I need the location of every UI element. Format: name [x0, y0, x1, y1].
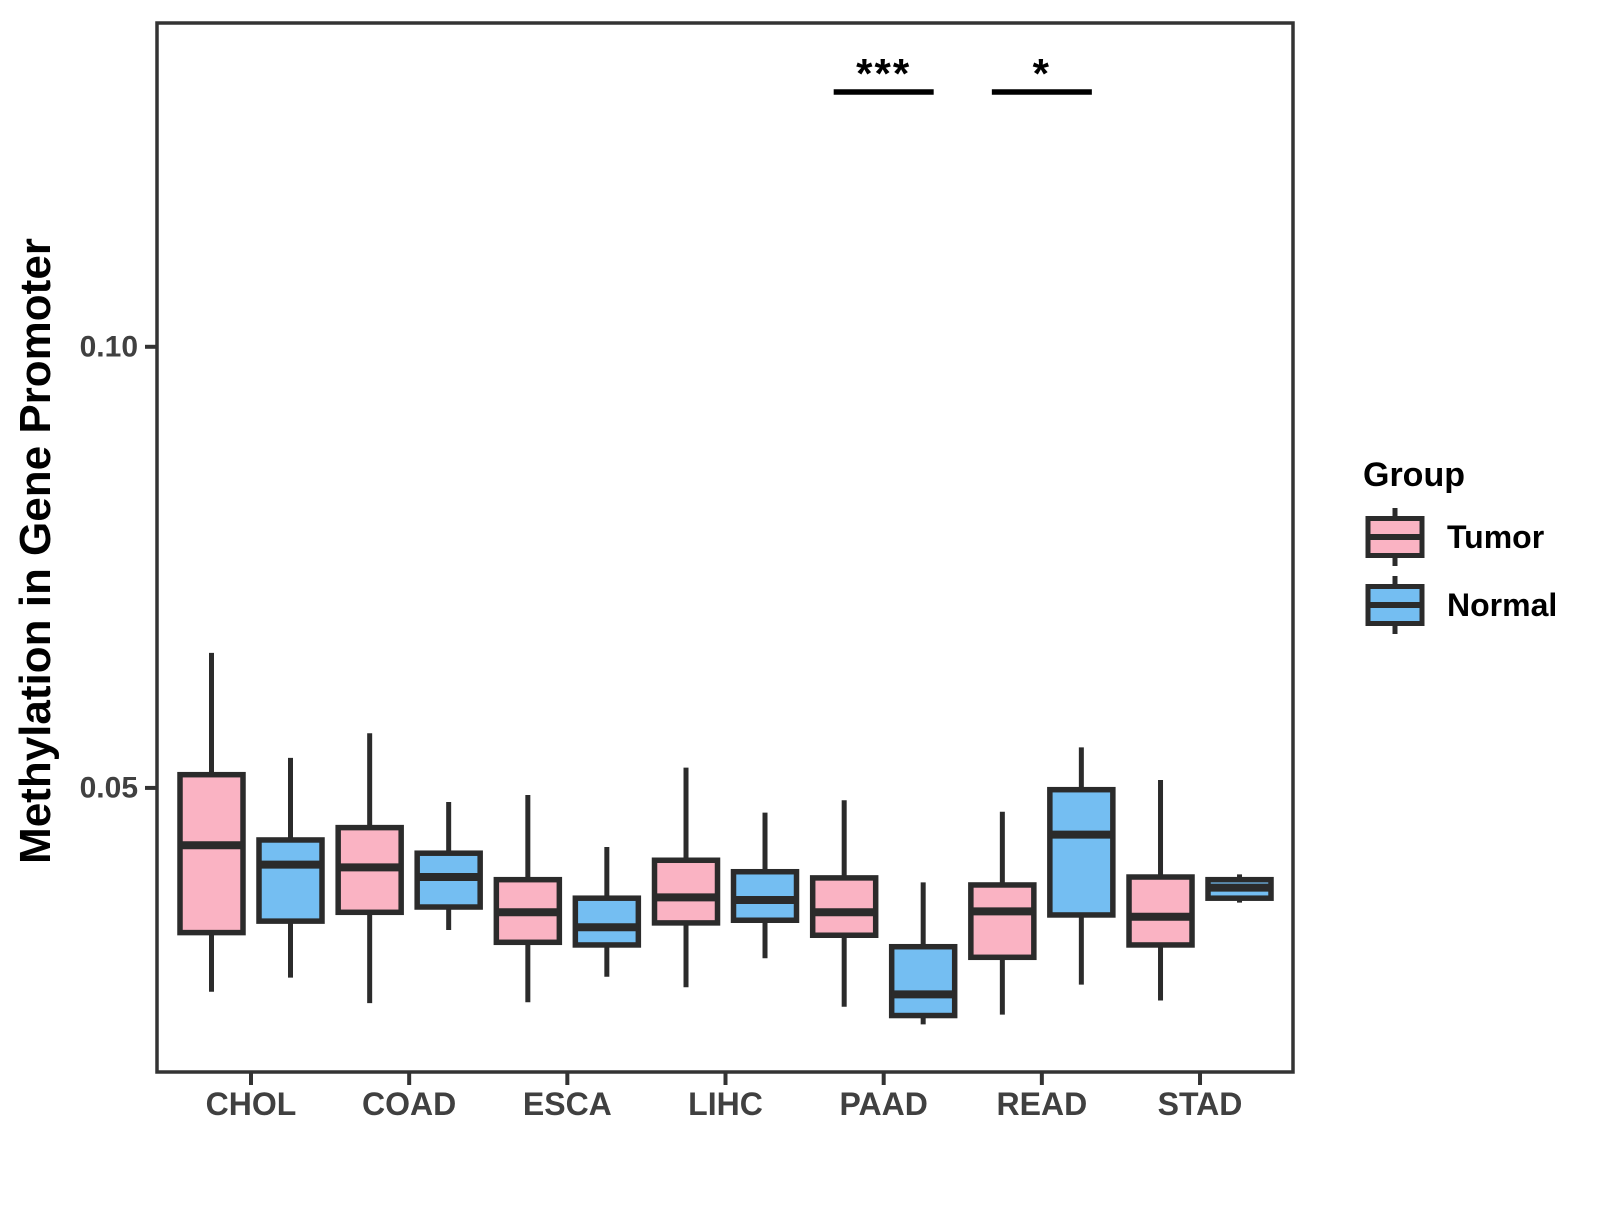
boxplot-chol-tumor — [177, 652, 246, 992]
boxplot-read-tumor — [968, 811, 1037, 1015]
iqr-box — [572, 895, 642, 948]
legend-entry-tumor: Tumor — [1365, 508, 1544, 566]
boxplot-chol-normal — [256, 757, 325, 978]
legend: Group Tumor Normal — [1363, 456, 1557, 634]
boxplot-esca-normal — [572, 847, 642, 977]
iqr-box — [968, 882, 1037, 961]
x-tick-label-coad: COAD — [362, 1086, 456, 1122]
y-axis-title: Methylation in Gene Promoter — [11, 238, 60, 864]
y-axis: 0.05 0.10 — [80, 330, 157, 804]
y-tick-label: 0.10 — [80, 330, 138, 363]
panel-layer — [155, 21, 1295, 1074]
significance-stars-read: * — [1033, 50, 1051, 97]
boxplot-esca-tumor — [493, 794, 563, 1003]
boxplot-lihc-normal — [730, 812, 800, 959]
iqr-box — [256, 837, 325, 924]
x-tick-label-chol: CHOL — [206, 1086, 297, 1122]
iqr-box — [809, 875, 879, 939]
x-tick-label-stad: STAD — [1158, 1086, 1243, 1122]
boxplot-lihc-tumor — [651, 767, 721, 988]
legend-title: Group — [1363, 456, 1465, 494]
boxplot-coad-normal — [414, 802, 483, 930]
x-tick-label-lihc: LIHC — [688, 1086, 763, 1122]
boxplot-paad-tumor — [809, 800, 879, 1007]
x-tick-label-paad: PAAD — [840, 1086, 928, 1122]
legend-label-normal: Normal — [1447, 587, 1557, 623]
legend-entry-normal: Normal — [1365, 576, 1557, 634]
iqr-box — [1047, 786, 1116, 918]
iqr-box — [888, 943, 958, 1019]
significance-stars-paad: *** — [856, 50, 911, 97]
x-tick-label-esca: ESCA — [523, 1086, 612, 1122]
iqr-box — [1126, 874, 1195, 948]
x-axis: CHOL COAD ESCA LIHC PAAD READ STAD — [206, 1072, 1243, 1122]
plot-panel-border — [155, 21, 1295, 1074]
boxplot-paad-normal — [888, 882, 958, 1025]
iqr-box — [651, 857, 721, 926]
boxplot-read-normal — [1047, 747, 1116, 985]
annotations-layer: *** * — [833, 50, 1092, 97]
legend-label-tumor: Tumor — [1447, 519, 1544, 555]
y-tick-label: 0.05 — [80, 771, 138, 804]
iqr-box — [177, 771, 246, 936]
boxplot-stad-normal — [1205, 874, 1274, 903]
boxes-layer — [177, 652, 1274, 1025]
boxplot-coad-tumor — [335, 733, 404, 1004]
x-tick-label-read: READ — [997, 1086, 1088, 1122]
boxplot-stad-tumor — [1126, 779, 1195, 1001]
